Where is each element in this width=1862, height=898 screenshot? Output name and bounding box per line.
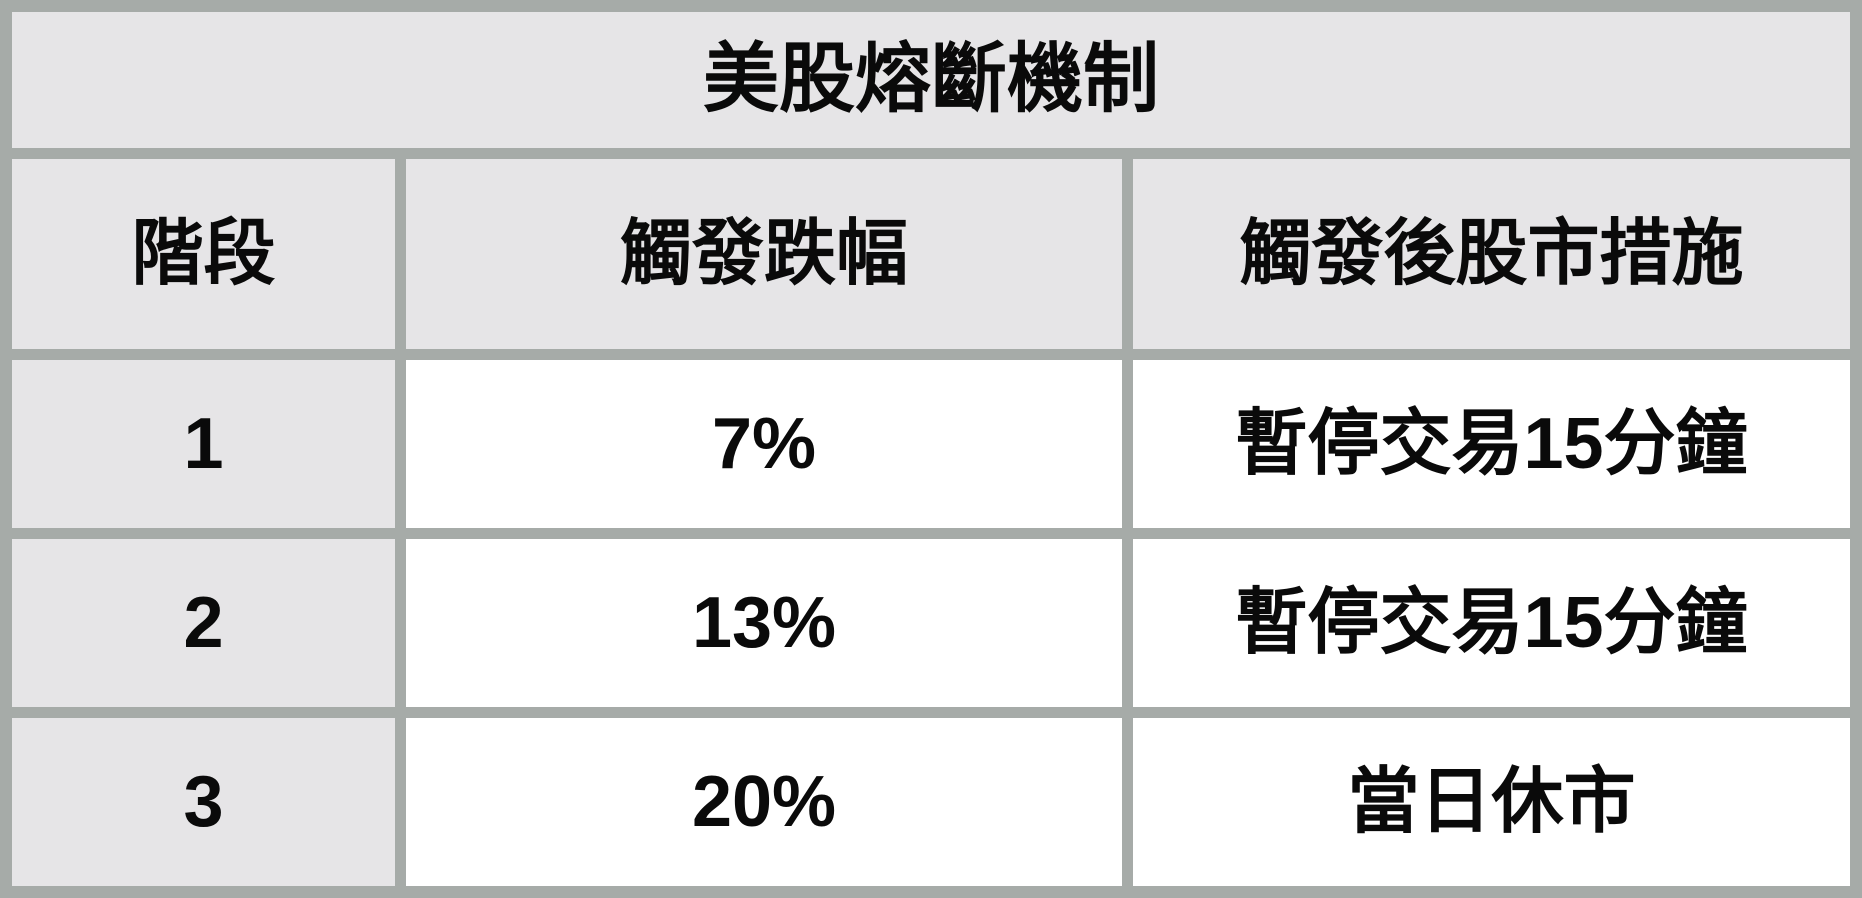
row-1-measure-cell: 暫停交易15分鐘 (1133, 360, 1850, 528)
row-2-stage-cell: 2 (12, 539, 395, 707)
row-1-stage-cell: 1 (12, 360, 395, 528)
table-title: 美股熔斷機制 (12, 12, 1850, 148)
row-2-decline-cell: 13% (406, 539, 1122, 707)
column-header-trigger-decline: 觸發跌幅 (406, 159, 1122, 349)
column-header-stage: 階段 (12, 159, 395, 349)
row-2-measure-cell: 暫停交易15分鐘 (1133, 539, 1850, 707)
row-3-decline-cell: 20% (406, 718, 1122, 886)
row-3-stage-cell: 3 (12, 718, 395, 886)
row-3-measure-cell: 當日休市 (1133, 718, 1850, 886)
row-1-decline-cell: 7% (406, 360, 1122, 528)
column-header-post-trigger-measures: 觸發後股市措施 (1133, 159, 1850, 349)
